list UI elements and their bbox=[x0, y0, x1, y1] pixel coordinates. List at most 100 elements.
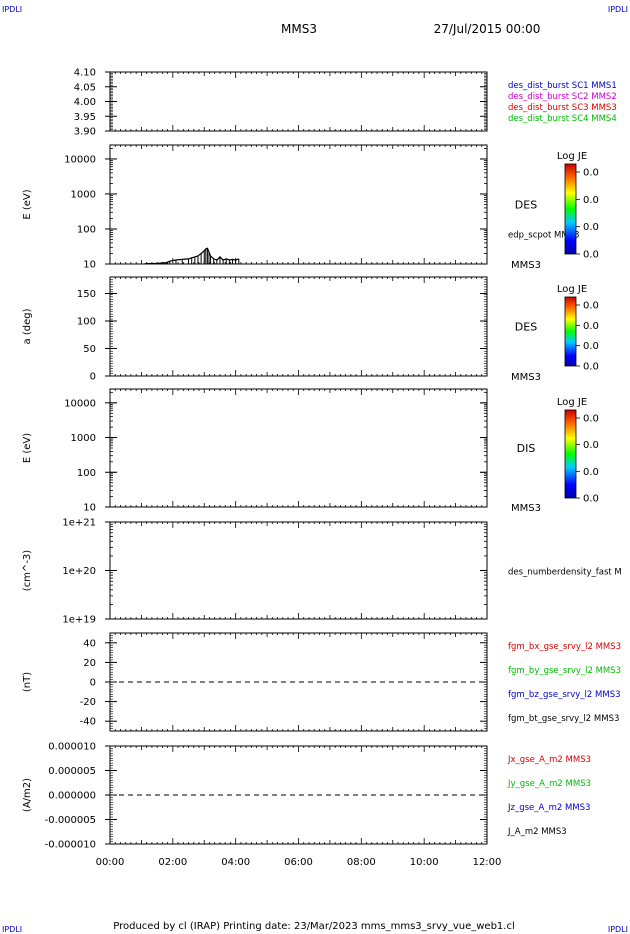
corner-label-bottom-left: IPDLI bbox=[2, 925, 22, 934]
y-tick-label: 20 bbox=[83, 658, 96, 669]
y-tick-label: 40 bbox=[83, 638, 96, 649]
y-tick-label: 1e+19 bbox=[62, 615, 96, 626]
corner-label-top-right: IPDLI bbox=[608, 5, 628, 14]
y-tick-label: 0 bbox=[90, 372, 96, 383]
legend-entry: des_dist_burst SC1 MMS1 bbox=[508, 81, 617, 91]
spacecraft-label: MMS3 bbox=[511, 372, 541, 383]
panel-p2: 10 100 1000 10000 E (eV) DES MMS3 edp_scpot MMS… bbox=[22, 144, 599, 271]
panel-stack: 4.10 4.05 4.00 3.95 3.90 des_dist_burst SC1 M… bbox=[22, 68, 622, 851]
panel-frame bbox=[109, 521, 488, 620]
colorbar-tick-label: 0.0 bbox=[583, 494, 599, 505]
y-tick-label: 10000 bbox=[64, 398, 96, 409]
overlay-label: edp_scpot MMS3 bbox=[508, 230, 579, 240]
y-axis-label: (cm^-3) bbox=[22, 550, 33, 591]
x-tick-label: 10:00 bbox=[410, 857, 439, 868]
corner-label-top-left: IPDLI bbox=[2, 5, 22, 14]
colorbar-tick-label: 0.0 bbox=[583, 195, 599, 206]
x-tick-label: 06:00 bbox=[284, 857, 313, 868]
footer-credits: Produced by cl (IRAP) Printing date: 23/… bbox=[113, 921, 514, 932]
y-tick-label: 1e+20 bbox=[62, 566, 96, 577]
colorbar: Log JE 0.0 0.0 0.0 0.0 bbox=[557, 284, 599, 373]
y-tick-label: 100 bbox=[77, 468, 96, 479]
species-label: DES bbox=[515, 321, 537, 334]
y-axis-label: a (deg) bbox=[22, 308, 33, 344]
colorbar-gradient bbox=[564, 163, 577, 255]
colorbar-gradient bbox=[564, 296, 577, 367]
colorbar-title: Log JE bbox=[557, 151, 587, 162]
colorbar-tick-label: 0.0 bbox=[583, 321, 599, 332]
y-tick-label: 10 bbox=[83, 503, 96, 514]
y-tick-label: 0.000010 bbox=[48, 742, 96, 753]
colorbar: Log JE 0.0 0.0 0.0 0.0 bbox=[557, 151, 599, 261]
colorbar-gradient bbox=[564, 409, 577, 499]
legend-entry: fgm_bt_gse_srvy_l2 MMS3 bbox=[508, 714, 619, 724]
y-tick-label: 0.000000 bbox=[48, 791, 96, 802]
corner-label-bottom-right: IPDLI bbox=[608, 925, 628, 934]
date-time-title: 27/Jul/2015 00:00 bbox=[434, 22, 541, 36]
spacecraft-label: MMS3 bbox=[511, 503, 541, 514]
y-tick-label: 10 bbox=[83, 260, 96, 271]
y-tick-label: 10000 bbox=[64, 154, 96, 165]
y-tick-label: 1000 bbox=[71, 433, 96, 444]
time-axis: 00:00 02:00 04:00 06:00 08:00 10:00 12:00 bbox=[96, 857, 502, 868]
legend-entry: Jy_gse_A_m2 MMS3 bbox=[507, 779, 591, 789]
y-tick-label: 3.90 bbox=[74, 127, 96, 138]
species-label: DIS bbox=[517, 442, 536, 455]
y-tick-label: -0.000005 bbox=[45, 815, 96, 826]
y-tick-label: 100 bbox=[77, 224, 96, 235]
panel-p4: 10 100 1000 10000 E (eV) DIS MMS3 Log JE 0.0 0.0 0… bbox=[22, 388, 599, 514]
colorbar-title: Log JE bbox=[557, 284, 587, 295]
legend-entry: J_A_m2 MMS3 bbox=[507, 827, 567, 837]
y-tick-label: 0.000005 bbox=[48, 766, 96, 777]
y-axis-label: (A/m2) bbox=[22, 778, 33, 812]
legend-entry: Jz_gse_A_m2 MMS3 bbox=[507, 803, 590, 813]
legend-entry: Jx_gse_A_m2 MMS3 bbox=[507, 755, 591, 765]
colorbar-tick-label: 0.0 bbox=[583, 301, 599, 312]
species-label: DES bbox=[515, 199, 537, 212]
y-tick-label: -20 bbox=[80, 697, 96, 708]
colorbar-tick-label: 0.0 bbox=[583, 362, 599, 373]
panel-p7: 0.000010 0.000005 0.000000 -0.000005 -0.0000… bbox=[22, 742, 591, 851]
panel-frame bbox=[109, 71, 488, 132]
colorbar-tick-label: 0.0 bbox=[583, 250, 599, 261]
x-tick-label: 00:00 bbox=[96, 857, 125, 868]
y-axis-label: E (eV) bbox=[22, 189, 33, 219]
spacecraft-label: MMS3 bbox=[511, 260, 541, 271]
y-tick-label: 1000 bbox=[71, 189, 96, 200]
y-tick-label: 3.95 bbox=[74, 112, 96, 123]
colorbar-tick-label: 0.0 bbox=[583, 341, 599, 352]
y-tick-label: 4.05 bbox=[74, 82, 96, 93]
y-tick-label: 1e+21 bbox=[62, 518, 96, 529]
legend-entry: fgm_bx_gse_srvy_l2 MMS3 bbox=[508, 642, 621, 652]
y-tick-label: 150 bbox=[77, 289, 96, 300]
y-tick-label: 100 bbox=[77, 317, 96, 328]
x-tick-label: 02:00 bbox=[158, 857, 187, 868]
legend-entry: des_dist_burst SC4 MMS4 bbox=[508, 114, 617, 124]
legend-entry: des_dist_burst SC3 MMS3 bbox=[508, 103, 617, 113]
x-tick-label: 12:00 bbox=[473, 857, 502, 868]
panel-frame bbox=[109, 276, 488, 377]
colorbar-tick-label: 0.0 bbox=[583, 467, 599, 478]
panel-frame bbox=[109, 388, 488, 508]
colorbar-tick-label: 0.0 bbox=[583, 414, 599, 425]
x-tick-label: 08:00 bbox=[347, 857, 376, 868]
y-axis-label: E (eV) bbox=[22, 433, 33, 463]
colorbar-title: Log JE bbox=[557, 397, 587, 408]
panel-p3: 0 50 100 150 a (deg) DES MMS3 Log JE 0.0 0.0 0.0 0.… bbox=[22, 276, 599, 383]
y-tick-label: 4.00 bbox=[74, 97, 96, 108]
y-axis-label: (nT) bbox=[22, 672, 33, 692]
colorbar: Log JE 0.0 0.0 0.0 0.0 bbox=[557, 397, 599, 505]
y-tick-label: 50 bbox=[83, 344, 96, 355]
panel-p1: 4.10 4.05 4.00 3.95 3.90 des_dist_burst SC1 M… bbox=[74, 68, 617, 138]
y-tick-label: -0.000010 bbox=[45, 840, 96, 851]
legend-entry: des_dist_burst SC2 MMS2 bbox=[508, 92, 617, 102]
legend-entry: fgm_by_gse_srvy_l2 MMS3 bbox=[508, 666, 621, 676]
legend-entry: fgm_bz_gse_srvy_l2 MMS3 bbox=[508, 690, 621, 700]
y-tick-label: -40 bbox=[80, 717, 96, 728]
panel-frame bbox=[109, 144, 488, 265]
legend-entry: des_numberdensity_fast M bbox=[508, 568, 622, 578]
colorbar-tick-label: 0.0 bbox=[583, 222, 599, 233]
panel-p6: 40 20 0 -20 -40 (nT) fgm_bx_gse_srvy_l2 MMS3 fg… bbox=[22, 632, 621, 732]
colorbar-tick-label: 0.0 bbox=[583, 168, 599, 179]
